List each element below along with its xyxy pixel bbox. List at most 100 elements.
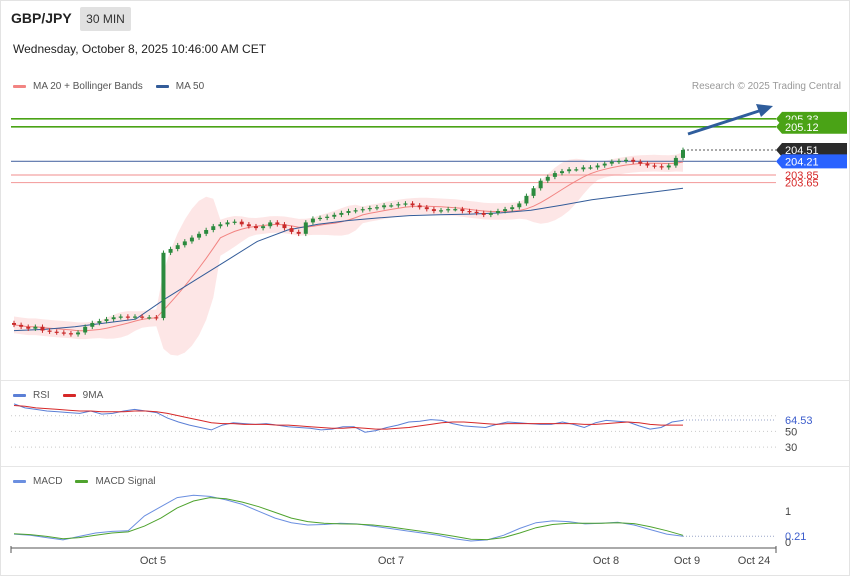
candle (631, 159, 636, 162)
candle (111, 317, 116, 320)
candle (560, 171, 565, 174)
legend-rsi-ma-label: 9MA (82, 390, 104, 401)
candle (545, 176, 550, 181)
candle (303, 222, 308, 234)
candle (47, 330, 52, 332)
legend-signal-label: MACD Signal (95, 476, 156, 487)
candle (175, 245, 180, 249)
candle (645, 163, 650, 166)
candle (410, 203, 415, 206)
candle (353, 210, 358, 212)
price-tag-label: 203.85 (785, 170, 819, 182)
ma50-line (13, 187, 684, 332)
candle (531, 188, 536, 196)
candle (282, 224, 287, 229)
candle (318, 217, 323, 220)
rsi-ma-swatch (62, 394, 76, 397)
candle (261, 226, 266, 229)
candle (225, 222, 230, 225)
candle (382, 205, 387, 208)
forecast-arrowhead (756, 104, 773, 117)
legend-macd-label: MACD (33, 476, 63, 487)
bollinger-band (14, 152, 683, 356)
macd-swatch (13, 480, 26, 483)
candle (481, 212, 486, 215)
candle (104, 319, 109, 322)
candle (396, 204, 401, 206)
candle (652, 165, 657, 167)
symbol-title: GBP/JPY (11, 10, 72, 26)
candle (232, 221, 237, 223)
credit-text: Research © 2025 Trading Central (691, 81, 841, 92)
candle (374, 207, 379, 209)
candle (503, 209, 508, 212)
panel-divider (1, 380, 849, 381)
candle (467, 211, 472, 213)
x-axis-label: Oct 5 (140, 555, 166, 567)
candle (76, 332, 81, 335)
candle (346, 211, 351, 213)
candle (666, 165, 671, 168)
macd-tick-label: 0 (785, 537, 791, 549)
ma20-swatch (13, 85, 26, 88)
candle (182, 241, 187, 246)
rsi-swatch (13, 394, 26, 397)
candle (339, 212, 344, 215)
price-tag-205.12 (776, 119, 847, 134)
candle (574, 169, 579, 171)
candle (68, 333, 73, 335)
candle (431, 209, 436, 212)
candle (367, 208, 372, 210)
candle (118, 316, 123, 318)
candle (538, 180, 543, 189)
candle (246, 224, 251, 227)
rsi-last-value: 64.53 (785, 415, 813, 427)
macd-tick-label: 1 (785, 506, 791, 518)
candle (446, 209, 451, 211)
candle (325, 216, 330, 218)
candle (474, 211, 479, 213)
candle (332, 214, 337, 217)
candle (360, 209, 365, 211)
candle (681, 149, 685, 158)
timeframe-button[interactable]: 30 MIN (80, 7, 131, 31)
candle (168, 248, 173, 253)
main-legend: MA 20 + Bollinger Bands MA 50 (13, 81, 204, 92)
candle (33, 326, 38, 329)
candle (61, 332, 66, 334)
candle (197, 233, 202, 238)
candle (510, 207, 515, 210)
candle (296, 231, 301, 234)
forecast-arrow (687, 108, 763, 136)
rsi-series-line (13, 405, 683, 430)
candle (567, 169, 572, 172)
candle (460, 209, 465, 212)
candle (211, 226, 216, 231)
panel-divider (1, 466, 849, 467)
candle (495, 211, 500, 213)
x-axis-label: Oct 8 (593, 555, 619, 567)
candle (552, 173, 557, 177)
candle (673, 157, 678, 166)
rsi-legend: RSI 9MA (13, 390, 103, 401)
x-axis-label: Oct 7 (378, 555, 404, 567)
legend-ma50-label: MA 50 (175, 81, 205, 92)
ma50-swatch (155, 85, 169, 88)
macd-legend: MACD MACD Signal (13, 476, 155, 487)
candle (268, 222, 273, 227)
candle (588, 167, 593, 169)
candle (218, 224, 223, 227)
candle (453, 209, 458, 211)
candle (609, 161, 614, 164)
price-tag-label: 204.21 (785, 156, 819, 168)
candle (97, 321, 102, 323)
price-tag-label: 203.65 (785, 178, 819, 190)
candle (54, 331, 59, 333)
price-tag-label: 204.51 (785, 145, 819, 157)
rsi-tick-label: 50 (785, 426, 797, 438)
candle (616, 160, 621, 163)
x-axis-label: Oct 9 (674, 555, 700, 567)
candle (161, 252, 166, 319)
candle (19, 324, 24, 327)
